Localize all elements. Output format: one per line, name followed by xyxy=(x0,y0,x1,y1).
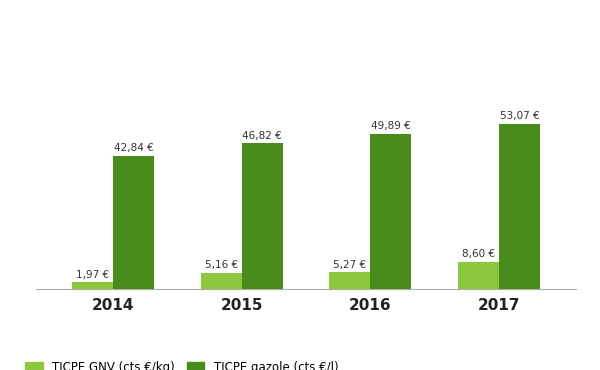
Text: www.gaz-mobilite.fr: www.gaz-mobilite.fr xyxy=(451,339,569,353)
Text: 42,84 €: 42,84 € xyxy=(114,143,154,153)
Bar xyxy=(200,273,242,289)
Bar xyxy=(242,143,283,289)
Text: 5,27 €: 5,27 € xyxy=(333,260,366,270)
Bar xyxy=(458,262,499,289)
Legend: TICPE GNV (cts €/kg), TICPE gazole (cts €/l): TICPE GNV (cts €/kg), TICPE gazole (cts … xyxy=(20,356,343,370)
Text: 5,16 €: 5,16 € xyxy=(205,260,238,270)
Text: 53,07 €: 53,07 € xyxy=(500,111,539,121)
Text: Taxation GNV VS Diesel - 2015 - 2017: Taxation GNV VS Diesel - 2015 - 2017 xyxy=(12,44,248,57)
Bar xyxy=(499,124,540,289)
Bar xyxy=(113,156,154,289)
Text: Source : AFGNV: Source : AFGNV xyxy=(500,47,588,57)
Bar xyxy=(370,134,412,289)
Bar xyxy=(329,272,370,289)
Bar xyxy=(72,282,113,289)
Text: 46,82 €: 46,82 € xyxy=(242,131,282,141)
Text: FISCALITE DES CARBURANTS EN FRANCE: FISCALITE DES CARBURANTS EN FRANCE xyxy=(12,12,424,30)
Text: 8,60 €: 8,60 € xyxy=(462,249,495,259)
Text: 1,97 €: 1,97 € xyxy=(76,270,109,280)
Text: 49,89 €: 49,89 € xyxy=(371,121,411,131)
